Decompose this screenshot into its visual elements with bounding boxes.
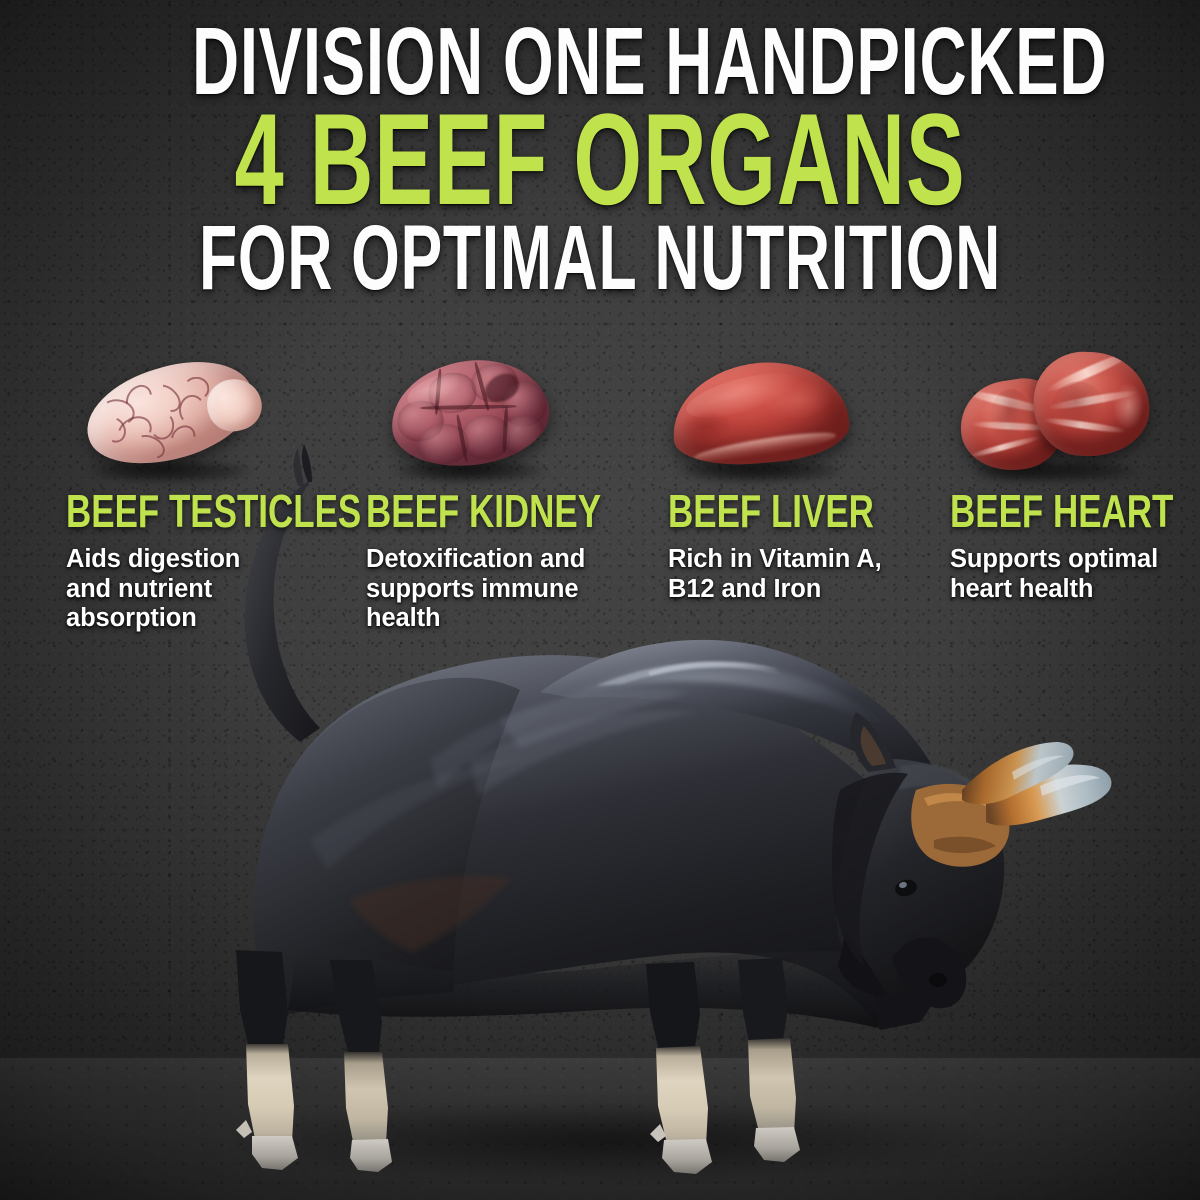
- organ-label-beef-heart: BEEF HEART Supports optimal heart health: [950, 488, 1200, 604]
- organ-name-beef-kidney: BEEF KIDNEY: [366, 485, 602, 537]
- poster-title: DIVISION ONE HANDPICKED 4 BEEF ORGANS FO…: [0, 13, 1200, 309]
- title-line-3: FOR OPTIMAL NUTRITION: [198, 206, 1002, 309]
- organ-label-beef-kidney: BEEF KIDNEY Detoxification and supports …: [366, 488, 646, 634]
- organ-description-beef-kidney: Detoxification and supports immune healt…: [366, 545, 586, 633]
- organ-image-beef-kidney: [320, 338, 620, 488]
- organ-image-beef-heart: [905, 338, 1200, 488]
- heart-photo: [954, 349, 1153, 478]
- organ-description-beef-testicles: Aids digestion and nutrient absorption: [66, 545, 241, 633]
- organ-image-row: [0, 338, 1200, 488]
- organ-description-beef-liver: Rich in Vitamin A, B12 and Iron: [668, 545, 882, 603]
- organ-image-beef-testicles: [20, 338, 320, 488]
- organ-name-beef-testicles: BEEF TESTICLES: [66, 485, 362, 537]
- organ-name-beef-liver: BEEF LIVER: [668, 485, 874, 537]
- liver-photo: [667, 355, 853, 471]
- drop-shadow: [91, 460, 249, 482]
- organ-description-beef-heart: Supports optimal heart health: [950, 545, 1159, 603]
- organ-label-beef-testicles: BEEF TESTICLES Aids digestion and nutrie…: [66, 485, 362, 634]
- organ-name-beef-heart: BEEF HEART: [950, 485, 1174, 537]
- title-line-2: 4 BEEF ORGANS: [234, 86, 966, 233]
- kidney-photo: [385, 351, 555, 475]
- organ-image-beef-liver: [610, 338, 910, 488]
- floor-surface: [0, 1058, 1200, 1200]
- organ-label-beef-liver: BEEF LIVER Rich in Vitamin A, B12 and Ir…: [668, 488, 948, 604]
- drop-shadow: [679, 460, 841, 482]
